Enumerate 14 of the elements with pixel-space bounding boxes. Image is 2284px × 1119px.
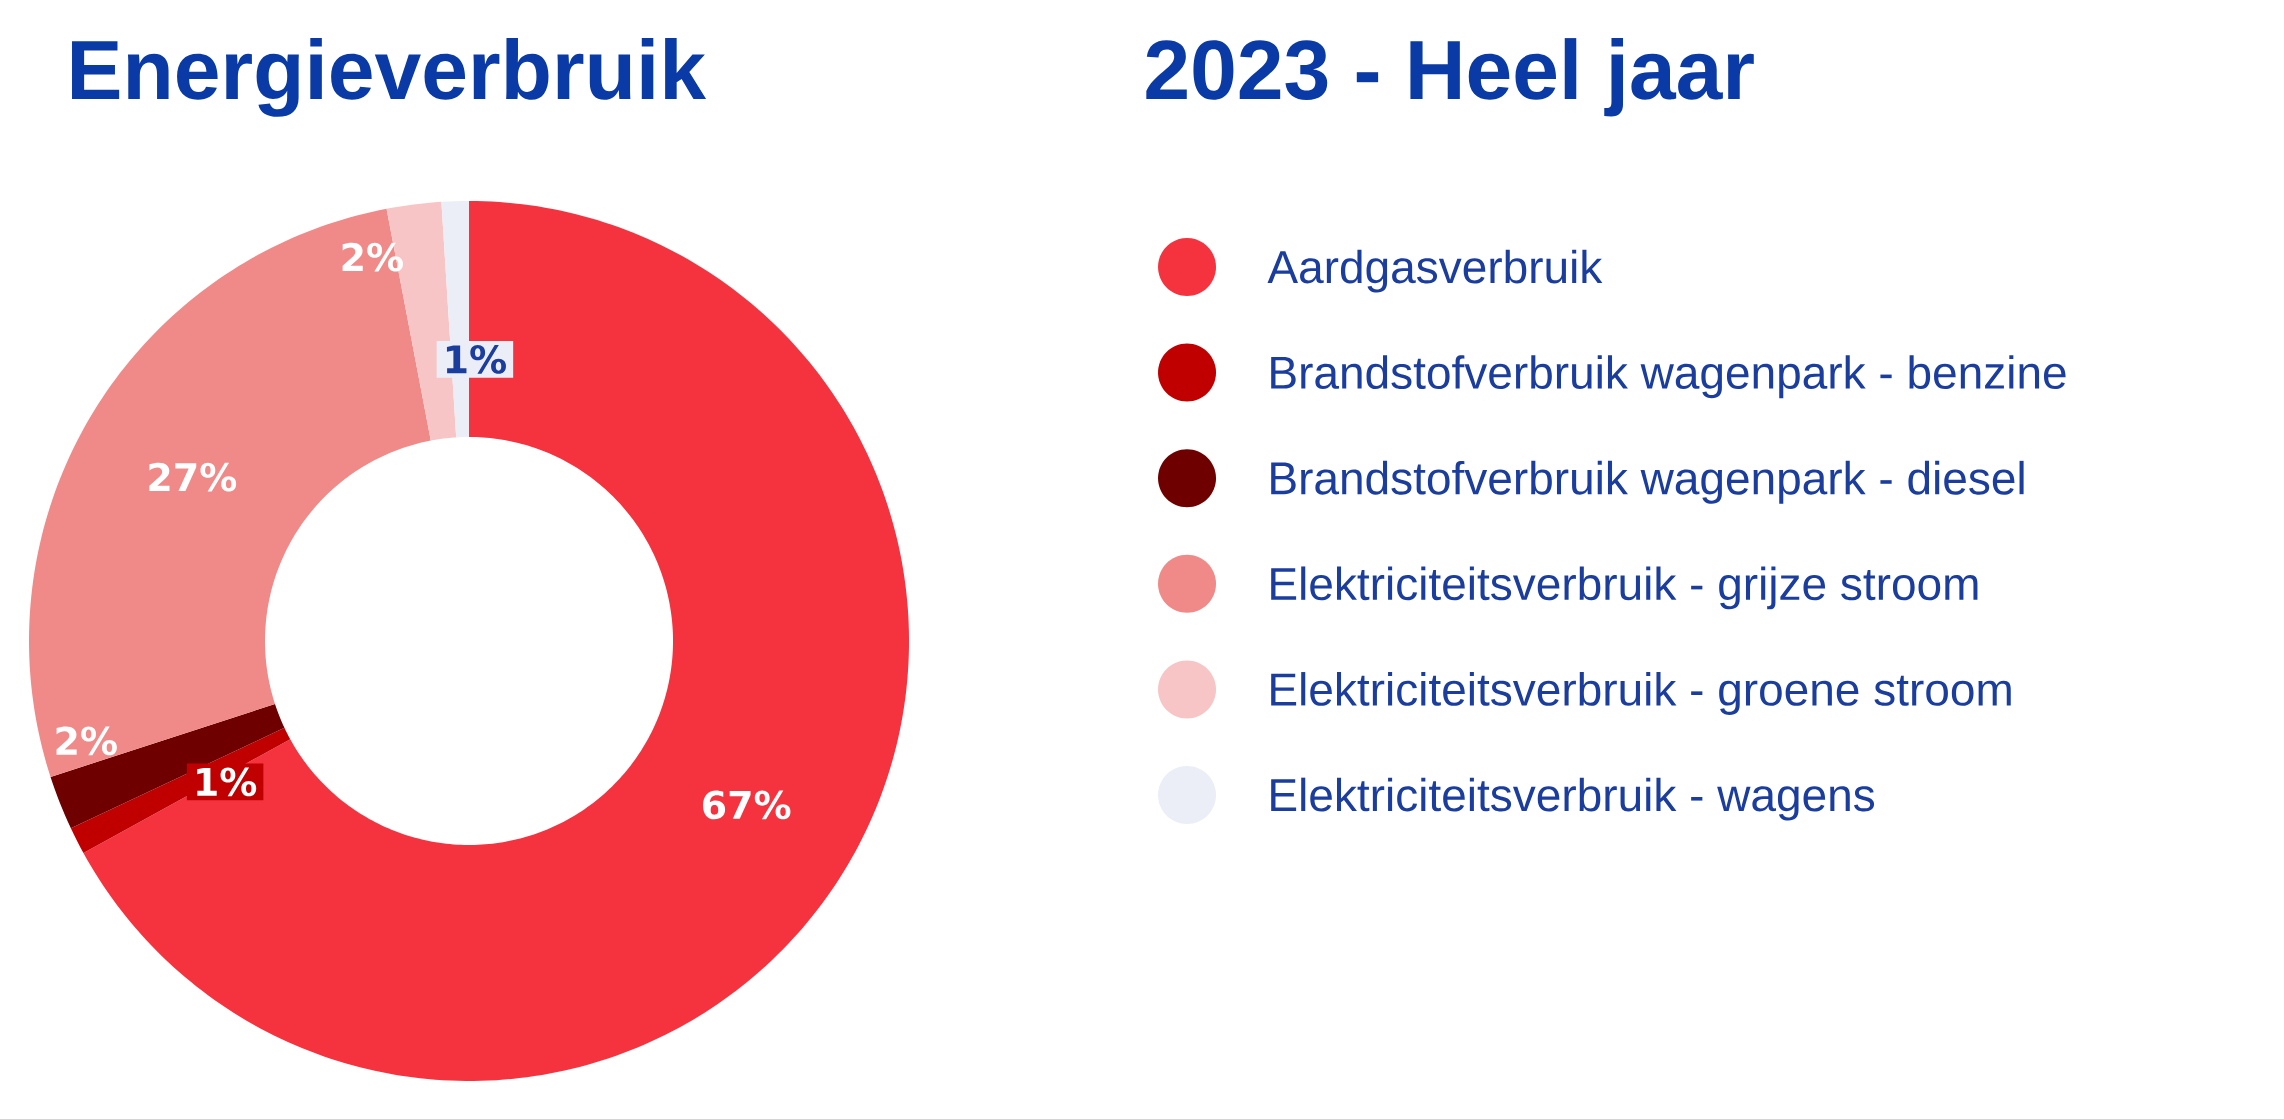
data-label: 27% [149, 462, 237, 492]
legend-label: Brandstofverbruik wagenpark - benzine [1271, 355, 2066, 399]
data-label: 2% [56, 726, 117, 756]
data-label: 1% [197, 767, 257, 797]
data-label: 1% [446, 345, 506, 374]
legend-label: Elektriciteitsverbruik - wagens [1271, 777, 1875, 821]
legend-label: Brandstofverbruik wagenpark - diesel [1271, 460, 2024, 504]
legend-label: Aardgasverbruik [1267, 249, 1603, 293]
legend-label: Elektriciteitsverbruik - grijze stroom [1271, 566, 1978, 610]
data-label: 67% [703, 790, 791, 820]
chart-subtitle: 2023 - Heel jaar [1146, 38, 1754, 117]
data-label: 2% [342, 242, 403, 272]
chart-title: Energieverbruik [72, 38, 707, 117]
legend-label: Elektriciteitsverbruik - groene stroom [1271, 672, 2011, 715]
